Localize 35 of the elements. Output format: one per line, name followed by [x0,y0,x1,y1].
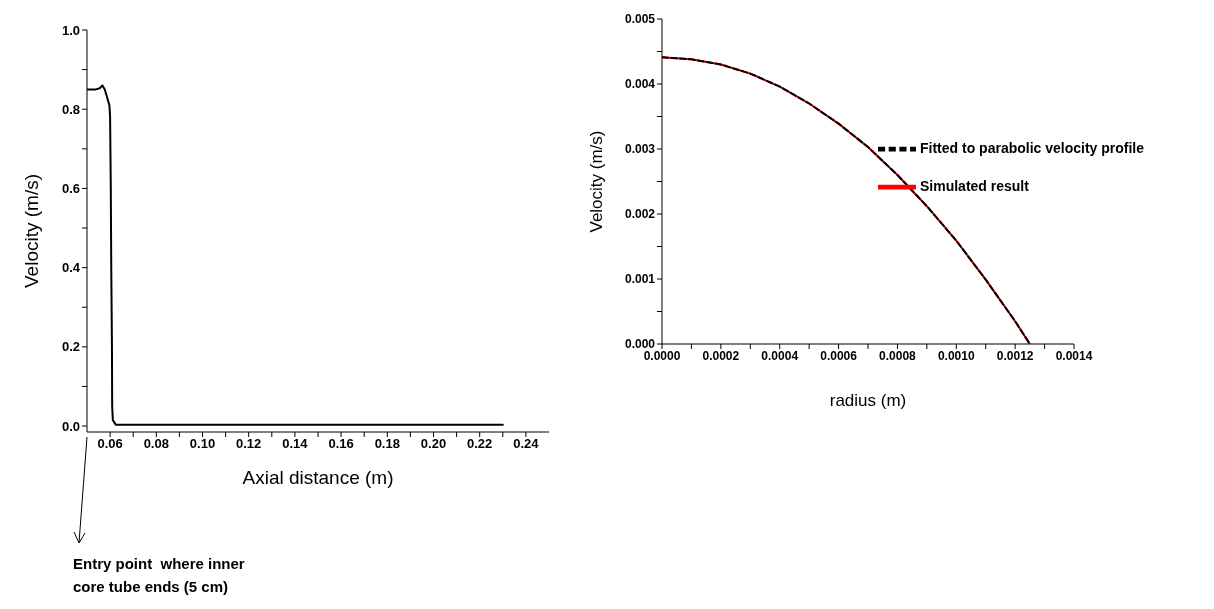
y-tick-label: 0.2 [61,339,80,355]
x-tick-label: 0.12 [236,436,262,452]
y-tick-label: 0.003 [624,142,656,157]
x-tick-label: 0.24 [513,436,540,452]
y-tick-label: 0.005 [624,12,656,27]
x-tick-label: 0.14 [282,436,309,452]
x-tick-label: 0.0004 [761,348,799,363]
x-tick-label: 0.06 [97,436,123,452]
x-axis-title: Axial distance (m) [242,467,394,488]
x-tick-label: 0.0012 [996,348,1034,363]
x-tick-label: 0.0014 [1055,348,1093,363]
text: Entry point where inner core tube ends (5 cm) [73,554,246,597]
y-tick-label: 0.004 [624,77,656,92]
x-tick-label: 0.0008 [879,348,917,363]
y-tick-label: 0.8 [61,101,80,117]
y-tick-label: 0.6 [61,181,80,197]
legend-label: Fitted to parabolic velocity profile [920,139,1145,156]
x-tick-label: 0.16 [328,436,354,452]
x-tick-label: 0.08 [143,436,169,452]
y-axis-title: Velocity (m/s) [20,173,42,289]
y-tick-label: 0.001 [624,272,656,287]
x-tick-label: 0.10 [189,436,216,452]
y-tick-label: 0.0 [61,418,80,434]
x-tick-label: 0.0002 [702,348,740,363]
x-tick-label: 0.18 [374,436,400,452]
x-tick-label: 0.22 [467,436,493,452]
y-axis-title: Velocity (m/s) [587,130,607,233]
y-tick-label: 1.0 [61,22,80,38]
x-axis-title: radius (m) [829,391,907,410]
y-tick-label: 0.4 [61,260,81,276]
x-tick-label: 0.0010 [937,348,975,363]
legend-label: Simulated result [920,177,1029,194]
y-tick-label: 0.002 [624,207,656,222]
x-tick-label: 0.0006 [820,348,858,363]
x-tick-label: 0.20 [420,436,447,452]
